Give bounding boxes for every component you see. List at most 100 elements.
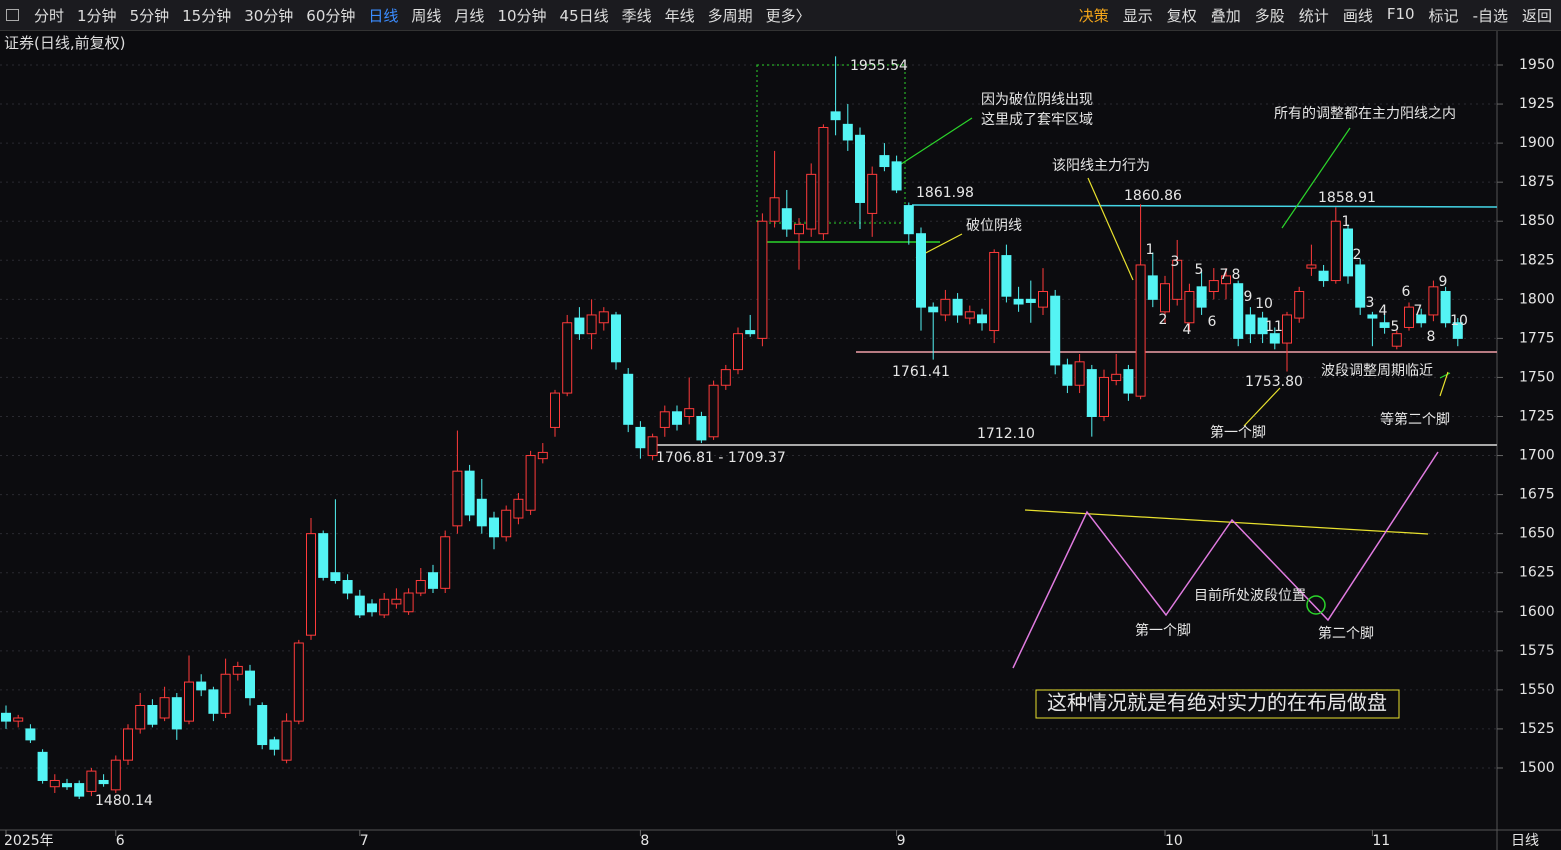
candle-body — [391, 598, 402, 605]
candle-body — [1282, 314, 1292, 344]
annotation: 因为破位阴线出现 — [981, 92, 1093, 108]
grid — [0, 64, 1503, 836]
wave-count: 8 — [1427, 329, 1436, 345]
candle-body — [489, 517, 499, 538]
candle-body — [708, 384, 719, 438]
y-tick-label: 1950 — [1519, 57, 1555, 73]
toolbar-item[interactable]: 45日线 — [559, 6, 609, 25]
candle-body — [635, 426, 646, 449]
annotation: 目前所处波段位置 — [1194, 587, 1306, 604]
candle-body — [672, 411, 682, 425]
candle-body — [1160, 283, 1170, 313]
wave-count: 2 — [1159, 312, 1168, 328]
toolbar-item[interactable]: 年线 — [664, 6, 695, 25]
candle-body — [867, 173, 878, 214]
candle-body — [403, 592, 414, 613]
wave-count: 10 — [1450, 313, 1468, 329]
candle-body — [513, 498, 524, 519]
toolbar-item[interactable]: 60分钟 — [306, 6, 356, 25]
candle-body — [916, 233, 926, 308]
wave-count: 3 — [1366, 295, 1375, 311]
toolbar-item[interactable]: 季线 — [621, 6, 652, 25]
tool-buttons: 决策 显示 复权 叠加 多股 统计 画线 F10 标记 -自选 返回 — [1079, 5, 1552, 26]
toolbar-item[interactable]: 月线 — [454, 6, 485, 25]
wave-count: 7 — [1414, 303, 1423, 319]
candle-body — [586, 314, 597, 335]
candle-body — [1404, 306, 1414, 328]
candle-body — [940, 298, 951, 316]
toolbar-item[interactable]: 统计 — [1298, 6, 1329, 25]
candle-body — [1221, 275, 1231, 285]
annotation: 等第二个脚 — [1380, 411, 1450, 428]
candle-body — [855, 134, 865, 203]
candle-body — [1440, 291, 1451, 324]
toolbar-item[interactable]: -自选 — [1472, 6, 1508, 25]
toolbar-item[interactable]: 决策 — [1078, 6, 1109, 25]
candle-body — [1123, 369, 1134, 394]
pattern-path — [1012, 451, 1439, 669]
candle-body — [440, 536, 451, 589]
wave-count: 4 — [1183, 322, 1192, 338]
price-label: 1761.41 — [892, 364, 950, 380]
toolbar-item[interactable]: 叠加 — [1210, 6, 1241, 25]
candle-body — [110, 759, 121, 791]
toolbar-item[interactable]: 周线 — [411, 6, 442, 25]
toolbar-item[interactable]: 复权 — [1166, 6, 1197, 25]
candle-body — [464, 470, 475, 516]
candle-body — [757, 220, 768, 339]
toolbar-item[interactable]: 画线 — [1342, 6, 1373, 25]
wave-count: 11 — [1265, 319, 1283, 335]
toolbar-item[interactable]: 5分钟 — [129, 6, 170, 25]
toolbar-item[interactable]: 15分钟 — [182, 6, 232, 25]
x-tick-label: 8 — [640, 833, 649, 849]
toolbar-item[interactable]: 显示 — [1122, 6, 1153, 25]
y-tick-label: 1900 — [1519, 135, 1555, 151]
toolbar-item[interactable]: 10分钟 — [497, 6, 547, 25]
candle-body — [74, 783, 85, 797]
candle-body — [684, 408, 695, 417]
period-tabs: 分时 1分钟 5分钟 15分钟 30分钟 60分钟 日线 周线 月线 10分钟 45日线 季线 年线 多周… — [34, 5, 811, 26]
candle-body — [1379, 322, 1390, 328]
candle-body — [1074, 361, 1085, 386]
y-tick-label: 1700 — [1519, 448, 1555, 464]
toolbar-item[interactable]: 日线 — [368, 6, 399, 25]
candle-body — [354, 595, 365, 616]
candle-body — [245, 670, 255, 699]
price-label: 1858.91 — [1318, 190, 1376, 206]
period-label: 日线 — [1511, 833, 1539, 849]
candle-body — [171, 697, 182, 730]
summary-box — [1035, 689, 1400, 719]
candle-body — [1001, 255, 1012, 297]
candle-body — [1428, 286, 1439, 316]
y-tick-label: 1675 — [1519, 487, 1555, 503]
annotation: 第一个脚 — [1210, 424, 1266, 441]
toolbar-item[interactable]: 30分钟 — [244, 6, 294, 25]
toolbar-item[interactable]: F10 — [1386, 4, 1415, 23]
toolbar-item[interactable]: 分时 — [34, 6, 65, 25]
toolbar-item[interactable]: 多股 — [1254, 6, 1285, 25]
candle-body — [989, 251, 1000, 332]
price-label: 1706.81 - 1709.37 — [656, 450, 786, 466]
toolbar-item[interactable]: 多周期 — [707, 6, 753, 25]
y-tick-label: 1500 — [1519, 760, 1555, 776]
candle-body — [1013, 298, 1024, 305]
toolbar-item[interactable]: 返回 — [1521, 6, 1552, 25]
wave-count: 5 — [1195, 262, 1204, 278]
y-tick-label: 1600 — [1519, 604, 1555, 620]
toolbar-item[interactable]: 1分钟 — [77, 6, 117, 25]
wave-count: 1 — [1146, 242, 1155, 258]
green-arrows — [894, 117, 1451, 379]
candle-body — [928, 306, 939, 313]
candle-body — [598, 311, 609, 324]
candle-body — [891, 161, 902, 191]
wave-count: 3 — [1171, 254, 1180, 270]
annotation: 这种情况就是有绝对实力的在布局做盘 — [1047, 691, 1387, 715]
candle-body — [769, 197, 780, 222]
annotation: 波段调整周期临近 — [1321, 363, 1433, 379]
toolbar-item[interactable]: 更多〉 — [765, 6, 811, 25]
toolbar-item[interactable]: 标记 — [1428, 6, 1459, 25]
y-tick-label: 1925 — [1519, 96, 1555, 112]
candle-body — [879, 155, 890, 168]
menu-icon[interactable] — [6, 9, 19, 21]
candle-body — [623, 373, 634, 425]
